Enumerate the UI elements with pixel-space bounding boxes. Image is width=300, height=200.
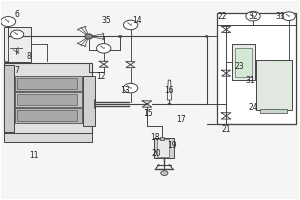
Bar <box>232 44 254 80</box>
Text: 21: 21 <box>221 125 231 134</box>
Circle shape <box>118 35 122 38</box>
Bar <box>154 138 174 158</box>
Text: 19: 19 <box>168 141 177 150</box>
Circle shape <box>85 34 93 39</box>
Text: 31: 31 <box>245 76 255 85</box>
Text: 35: 35 <box>102 16 112 25</box>
Circle shape <box>161 171 168 175</box>
Circle shape <box>123 83 138 93</box>
Circle shape <box>97 44 111 53</box>
Text: 13: 13 <box>120 86 129 95</box>
Bar <box>235 48 251 77</box>
Text: 22: 22 <box>218 12 227 21</box>
Text: 20: 20 <box>151 149 161 158</box>
Circle shape <box>282 12 296 21</box>
Bar <box>15 108 82 123</box>
Bar <box>260 109 287 113</box>
Text: 32: 32 <box>248 12 258 21</box>
Text: 18: 18 <box>150 133 159 142</box>
Circle shape <box>246 11 260 21</box>
Bar <box>15 76 82 91</box>
Circle shape <box>1 17 16 27</box>
Text: 7: 7 <box>15 66 20 75</box>
Text: 6: 6 <box>15 10 20 19</box>
Circle shape <box>11 30 24 39</box>
Bar <box>217 13 296 124</box>
Text: 11: 11 <box>29 151 38 160</box>
Bar <box>4 65 14 132</box>
Text: 33: 33 <box>275 12 285 21</box>
Polygon shape <box>167 80 172 100</box>
Bar <box>15 92 82 107</box>
Text: 24: 24 <box>248 103 258 112</box>
Text: 23: 23 <box>235 62 244 71</box>
Bar <box>17 110 77 121</box>
Bar <box>160 137 164 140</box>
Bar <box>17 78 77 89</box>
Text: 16: 16 <box>165 86 174 95</box>
Circle shape <box>123 20 138 30</box>
Text: 8: 8 <box>27 52 32 61</box>
Bar <box>4 63 92 134</box>
Text: 12: 12 <box>96 72 106 81</box>
Circle shape <box>168 103 171 105</box>
Bar <box>157 139 169 157</box>
Circle shape <box>205 35 208 37</box>
Text: 17: 17 <box>176 115 186 124</box>
Circle shape <box>146 103 148 105</box>
Bar <box>17 94 77 105</box>
Bar <box>83 76 95 126</box>
Bar <box>256 60 292 110</box>
Text: 14: 14 <box>132 16 141 25</box>
Text: 15: 15 <box>144 109 153 118</box>
Bar <box>4 27 31 62</box>
Bar <box>4 133 92 142</box>
